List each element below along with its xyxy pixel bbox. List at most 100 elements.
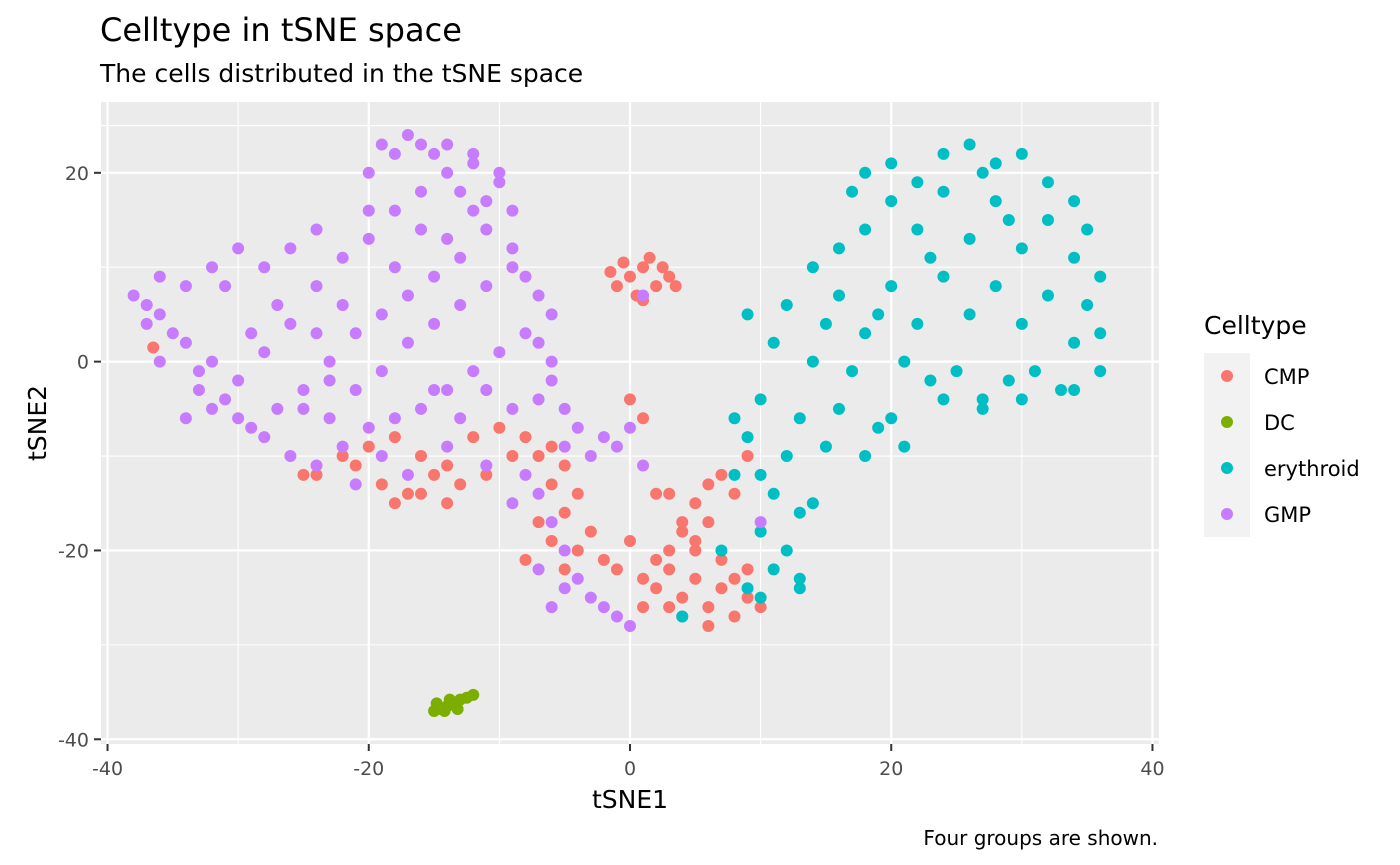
point-gmp	[310, 327, 323, 340]
point-erythroid	[1041, 289, 1054, 302]
point-cmp	[441, 459, 454, 472]
point-erythroid	[676, 610, 689, 623]
point-cmp	[754, 601, 767, 614]
point-cmp	[689, 544, 702, 557]
point-cmp	[643, 251, 656, 264]
point-erythroid	[1081, 298, 1094, 311]
point-cmp	[545, 535, 558, 548]
point-gmp	[493, 176, 506, 189]
point-erythroid	[1068, 336, 1081, 349]
point-gmp	[140, 298, 153, 311]
point-erythroid	[780, 544, 793, 557]
legend: Celltype CMP DC erythroid GMP	[1204, 311, 1360, 537]
point-erythroid	[859, 327, 872, 340]
point-erythroid	[728, 468, 741, 481]
point-cmp	[545, 440, 558, 453]
point-gmp	[336, 298, 349, 311]
point-gmp	[310, 459, 323, 472]
point-gmp	[375, 450, 388, 463]
point-cmp	[415, 450, 428, 463]
point-erythroid	[1041, 176, 1054, 189]
point-erythroid	[963, 138, 976, 151]
point-cmp	[388, 497, 401, 510]
point-erythroid	[1015, 317, 1028, 330]
point-gmp	[610, 610, 623, 623]
point-gmp	[415, 138, 428, 151]
point-erythroid	[1094, 270, 1107, 283]
point-gmp	[519, 327, 532, 340]
point-erythroid	[976, 393, 989, 406]
point-cmp	[362, 440, 375, 453]
point-erythroid	[806, 261, 819, 274]
point-gmp	[428, 317, 441, 330]
point-gmp	[271, 298, 284, 311]
point-gmp	[219, 280, 232, 293]
point-cmp	[728, 610, 741, 623]
point-gmp	[571, 421, 584, 434]
point-gmp	[558, 440, 571, 453]
point-cmp	[637, 572, 650, 585]
point-cmp	[388, 431, 401, 444]
point-erythroid	[924, 251, 937, 264]
point-gmp	[480, 223, 493, 236]
point-cmp	[715, 582, 728, 595]
point-erythroid	[754, 525, 767, 538]
point-erythroid	[1055, 383, 1068, 396]
point-dc	[467, 688, 480, 701]
point-gmp	[153, 270, 166, 283]
point-gmp	[127, 289, 140, 302]
point-gmp	[467, 157, 480, 170]
point-cmp	[676, 591, 689, 604]
point-gmp	[584, 450, 597, 463]
point-gmp	[558, 582, 571, 595]
point-gmp	[297, 383, 310, 396]
point-dc	[451, 703, 464, 716]
point-cmp	[428, 468, 441, 481]
legend-key-background	[1204, 353, 1250, 537]
point-gmp	[166, 327, 179, 340]
point-cmp	[467, 431, 480, 444]
point-gmp	[558, 402, 571, 415]
point-erythroid	[859, 450, 872, 463]
point-cmp	[702, 478, 715, 491]
axes: -40 -20 0 20 40 -40 -20 0 20	[58, 163, 1165, 780]
point-gmp	[401, 336, 414, 349]
point-erythroid	[976, 166, 989, 179]
point-cmp	[741, 450, 754, 463]
point-gmp	[362, 232, 375, 245]
point-cmp	[532, 516, 545, 529]
point-gmp	[153, 308, 166, 321]
point-erythroid	[937, 185, 950, 198]
point-cmp	[663, 270, 676, 283]
point-gmp	[545, 374, 558, 387]
point-erythroid	[1028, 365, 1041, 378]
point-erythroid	[780, 450, 793, 463]
point-gmp	[336, 440, 349, 453]
data-points	[127, 129, 1107, 717]
point-cmp	[571, 487, 584, 500]
point-gmp	[323, 412, 336, 425]
point-cmp	[610, 563, 623, 576]
point-gmp	[532, 336, 545, 349]
point-erythroid	[989, 280, 1002, 293]
point-cmp	[715, 553, 728, 566]
x-tick-label: 20	[879, 758, 903, 780]
point-erythroid	[989, 157, 1002, 170]
point-erythroid	[1015, 242, 1028, 255]
point-gmp	[415, 223, 428, 236]
point-erythroid	[780, 298, 793, 311]
point-erythroid	[872, 421, 885, 434]
legend-key-erythroid	[1221, 462, 1233, 474]
legend-key-dc	[1221, 416, 1233, 428]
point-erythroid	[754, 393, 767, 406]
point-erythroid	[885, 280, 898, 293]
point-gmp	[232, 374, 245, 387]
point-erythroid	[1094, 365, 1107, 378]
point-gmp	[349, 383, 362, 396]
point-gmp	[284, 317, 297, 330]
point-cmp	[741, 591, 754, 604]
point-erythroid	[754, 468, 767, 481]
point-erythroid	[819, 317, 832, 330]
point-cmp	[637, 412, 650, 425]
point-gmp	[362, 421, 375, 434]
